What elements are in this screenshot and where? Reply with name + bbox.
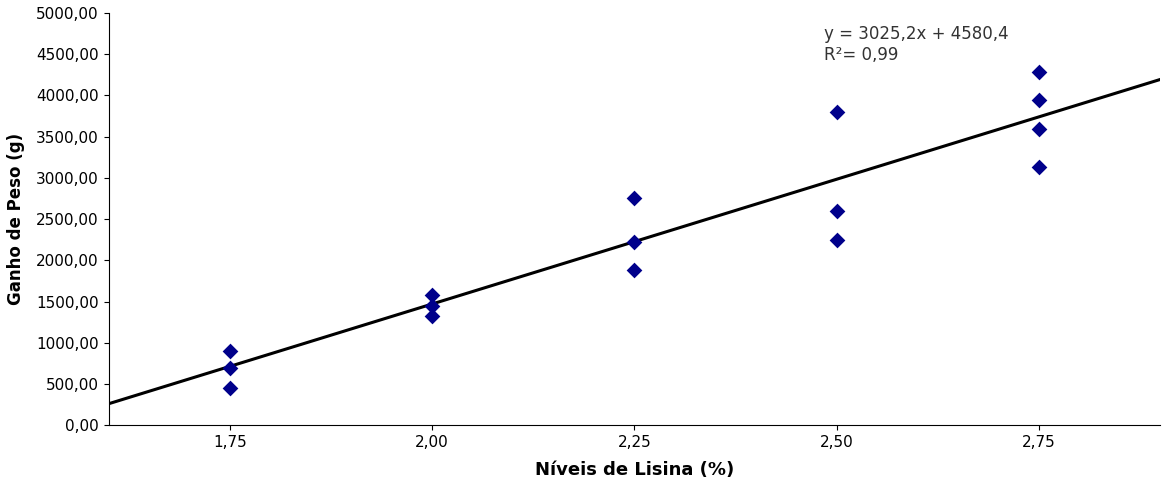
Point xyxy=(422,312,441,319)
Point xyxy=(626,194,644,202)
Point xyxy=(827,236,846,243)
Point xyxy=(422,302,441,310)
Point xyxy=(827,108,846,116)
Point xyxy=(221,384,239,392)
Point xyxy=(1029,96,1048,104)
Point xyxy=(221,347,239,355)
Point xyxy=(626,266,644,274)
X-axis label: Níveis de Lisina (%): Níveis de Lisina (%) xyxy=(534,461,734,479)
Point xyxy=(1029,125,1048,133)
Text: y = 3025,2x + 4580,4
R²= 0,99: y = 3025,2x + 4580,4 R²= 0,99 xyxy=(824,25,1008,64)
Point xyxy=(221,364,239,371)
Point xyxy=(422,291,441,299)
Point xyxy=(827,207,846,215)
Point xyxy=(1029,163,1048,171)
Point xyxy=(1029,69,1048,76)
Point xyxy=(626,238,644,246)
Y-axis label: Ganho de Peso (g): Ganho de Peso (g) xyxy=(7,133,25,305)
